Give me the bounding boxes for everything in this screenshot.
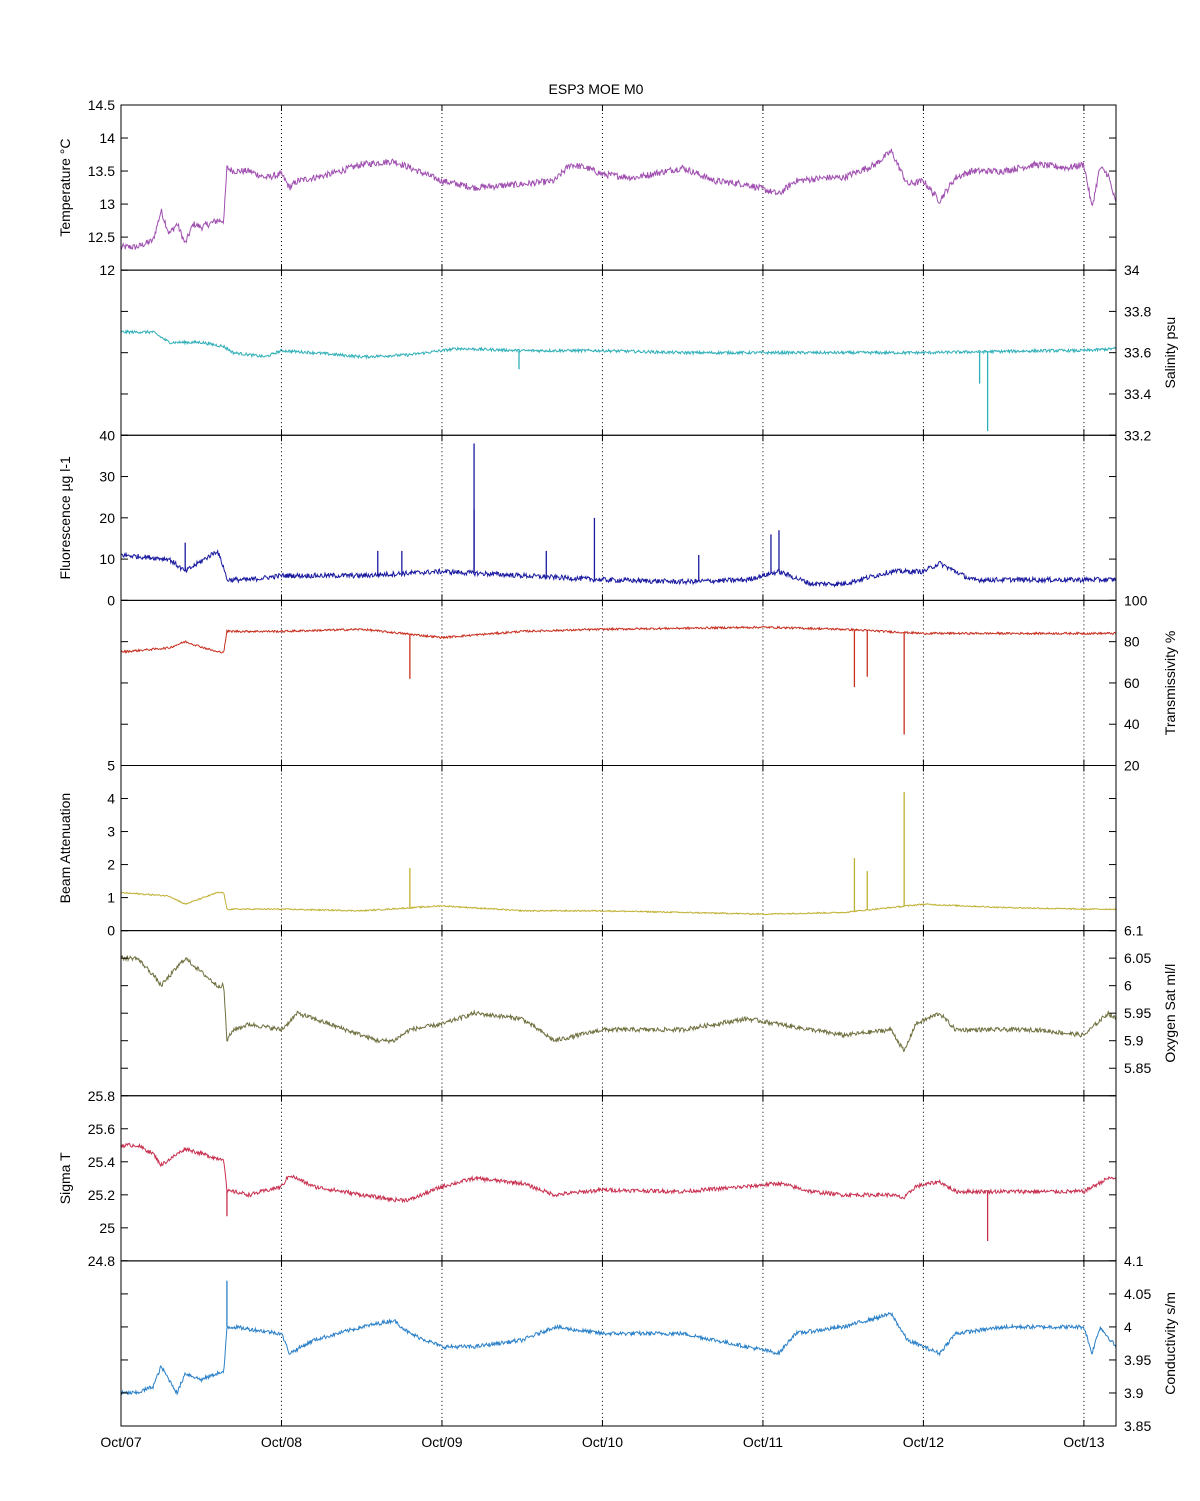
y-tick-label: 4 <box>1124 1319 1132 1335</box>
y-tick-label: 25.6 <box>88 1121 115 1137</box>
y-tick-label: 6.05 <box>1124 950 1151 966</box>
y-tick-label: 3 <box>107 824 115 840</box>
series-line <box>121 891 1116 916</box>
y-tick-label: 33.4 <box>1124 386 1151 402</box>
y-tick-label: 25.8 <box>88 1088 115 1104</box>
y-tick-label: 13 <box>99 196 115 212</box>
y-tick-label: 5 <box>107 758 115 774</box>
panel-frame <box>120 599 1117 766</box>
y-axis-label: Fluorescence µg l-1 <box>57 456 73 579</box>
series-line <box>121 148 1116 250</box>
x-tick-label: Oct/12 <box>903 1434 944 1450</box>
y-tick-label: 60 <box>1124 675 1140 691</box>
y-tick-label: 40 <box>99 427 115 443</box>
figure-title: ESP3 MOE M0 <box>549 81 644 97</box>
y-tick-label: 12 <box>99 262 115 278</box>
y-tick-label: 13.5 <box>88 163 115 179</box>
panel-0: 12 12.5 13 13.5 14 14.5 Temperature °C <box>57 97 1117 278</box>
y-tick-label: 25.4 <box>88 1154 115 1170</box>
panel-frame <box>120 269 1117 436</box>
y-tick-label: 2 <box>107 857 115 873</box>
y-tick-label: 33.8 <box>1124 303 1151 319</box>
y-tick-label: 0 <box>107 592 115 608</box>
y-tick-label: 25 <box>99 1220 115 1236</box>
y-tick-label: 100 <box>1124 592 1148 608</box>
x-tick-label: Oct/11 <box>743 1434 783 1450</box>
y-tick-label: 1 <box>107 890 115 906</box>
y-tick-label: 5.85 <box>1124 1060 1151 1076</box>
y-tick-label: 4.05 <box>1124 1286 1151 1302</box>
y-tick-label: 12.5 <box>88 229 115 245</box>
x-tick-labels: Oct/07 Oct/08 Oct/09 Oct/10 Oct/11 Oct/12 Oct/… <box>100 1434 1104 1450</box>
y-tick-label: 33.6 <box>1124 345 1151 361</box>
y-tick-label: 40 <box>1124 716 1140 732</box>
y-tick-label: 6 <box>1124 978 1132 994</box>
panel-frame <box>120 434 1117 601</box>
y-axis-label: Conductivity s/m <box>1162 1292 1178 1395</box>
y-tick-label: 5.9 <box>1124 1033 1144 1049</box>
series-line <box>121 1142 1116 1204</box>
y-axis-label: Beam Attenuation <box>57 793 73 904</box>
panel-5: 5.85 5.9 5.95 6 6.05 6.1 Oxygen Sat ml/l <box>120 923 1178 1097</box>
y-tick-label: 24.8 <box>88 1253 115 1269</box>
y-tick-label: 80 <box>1124 634 1140 650</box>
panel-3: 20 40 60 80 100 Transmissivity % <box>120 592 1178 774</box>
y-tick-label: 33.2 <box>1124 427 1151 443</box>
y-tick-label: 4 <box>107 791 115 807</box>
panel-frame <box>120 1260 1117 1427</box>
y-tick-label: 4.1 <box>1124 1253 1144 1269</box>
y-tick-label: 5.95 <box>1124 1005 1151 1021</box>
x-tick-label: Oct/13 <box>1063 1434 1104 1450</box>
panel-7: 3.85 3.9 3.95 4 4.05 4.1 Conductivity s/m <box>120 1253 1178 1434</box>
y-axis-label: Temperature °C <box>57 138 73 236</box>
panel-4: 0 1 2 3 4 5 Beam Attenuation <box>57 758 1117 939</box>
y-tick-label: 14 <box>99 130 115 146</box>
panel-frame <box>120 930 1117 1097</box>
y-tick-label: 6.1 <box>1124 923 1144 939</box>
x-tick-label: Oct/09 <box>421 1434 462 1450</box>
x-tick-label: Oct/10 <box>582 1434 623 1450</box>
y-tick-label: 3.9 <box>1124 1385 1144 1401</box>
panel-frame <box>120 1095 1117 1262</box>
y-tick-label: 0 <box>107 923 115 939</box>
y-tick-label: 20 <box>1124 758 1140 774</box>
series-line <box>121 955 1116 1052</box>
panel-6: 24.8 25 25.2 25.4 25.6 25.8 Sigma T <box>57 1088 1117 1269</box>
y-axis-label: Salinity psu <box>1162 317 1178 389</box>
y-tick-label: 14.5 <box>88 97 115 113</box>
y-axis-label: Oxygen Sat ml/l <box>1162 964 1178 1063</box>
y-tick-label: 10 <box>99 551 115 567</box>
panel-2: 0 10 20 30 40 Fluorescence µg l-1 <box>57 427 1117 608</box>
y-axis-label: Transmissivity % <box>1162 631 1178 736</box>
panel-frame <box>120 104 1117 271</box>
panel-1: 33.2 33.4 33.6 33.8 34 Salinity psu <box>120 262 1178 443</box>
x-tick-label: Oct/08 <box>261 1434 302 1450</box>
series-line <box>121 625 1116 654</box>
y-axis-label: Sigma T <box>57 1152 73 1204</box>
y-tick-label: 20 <box>99 510 115 526</box>
y-tick-label: 3.85 <box>1124 1418 1151 1434</box>
series-line <box>121 1311 1116 1396</box>
x-tick-label: Oct/07 <box>100 1434 141 1450</box>
y-tick-label: 30 <box>99 469 115 485</box>
y-tick-label: 34 <box>1124 262 1140 278</box>
y-tick-label: 25.2 <box>88 1187 115 1203</box>
series-line <box>121 549 1116 588</box>
y-tick-label: 3.95 <box>1124 1352 1151 1368</box>
series-line <box>121 329 1116 360</box>
